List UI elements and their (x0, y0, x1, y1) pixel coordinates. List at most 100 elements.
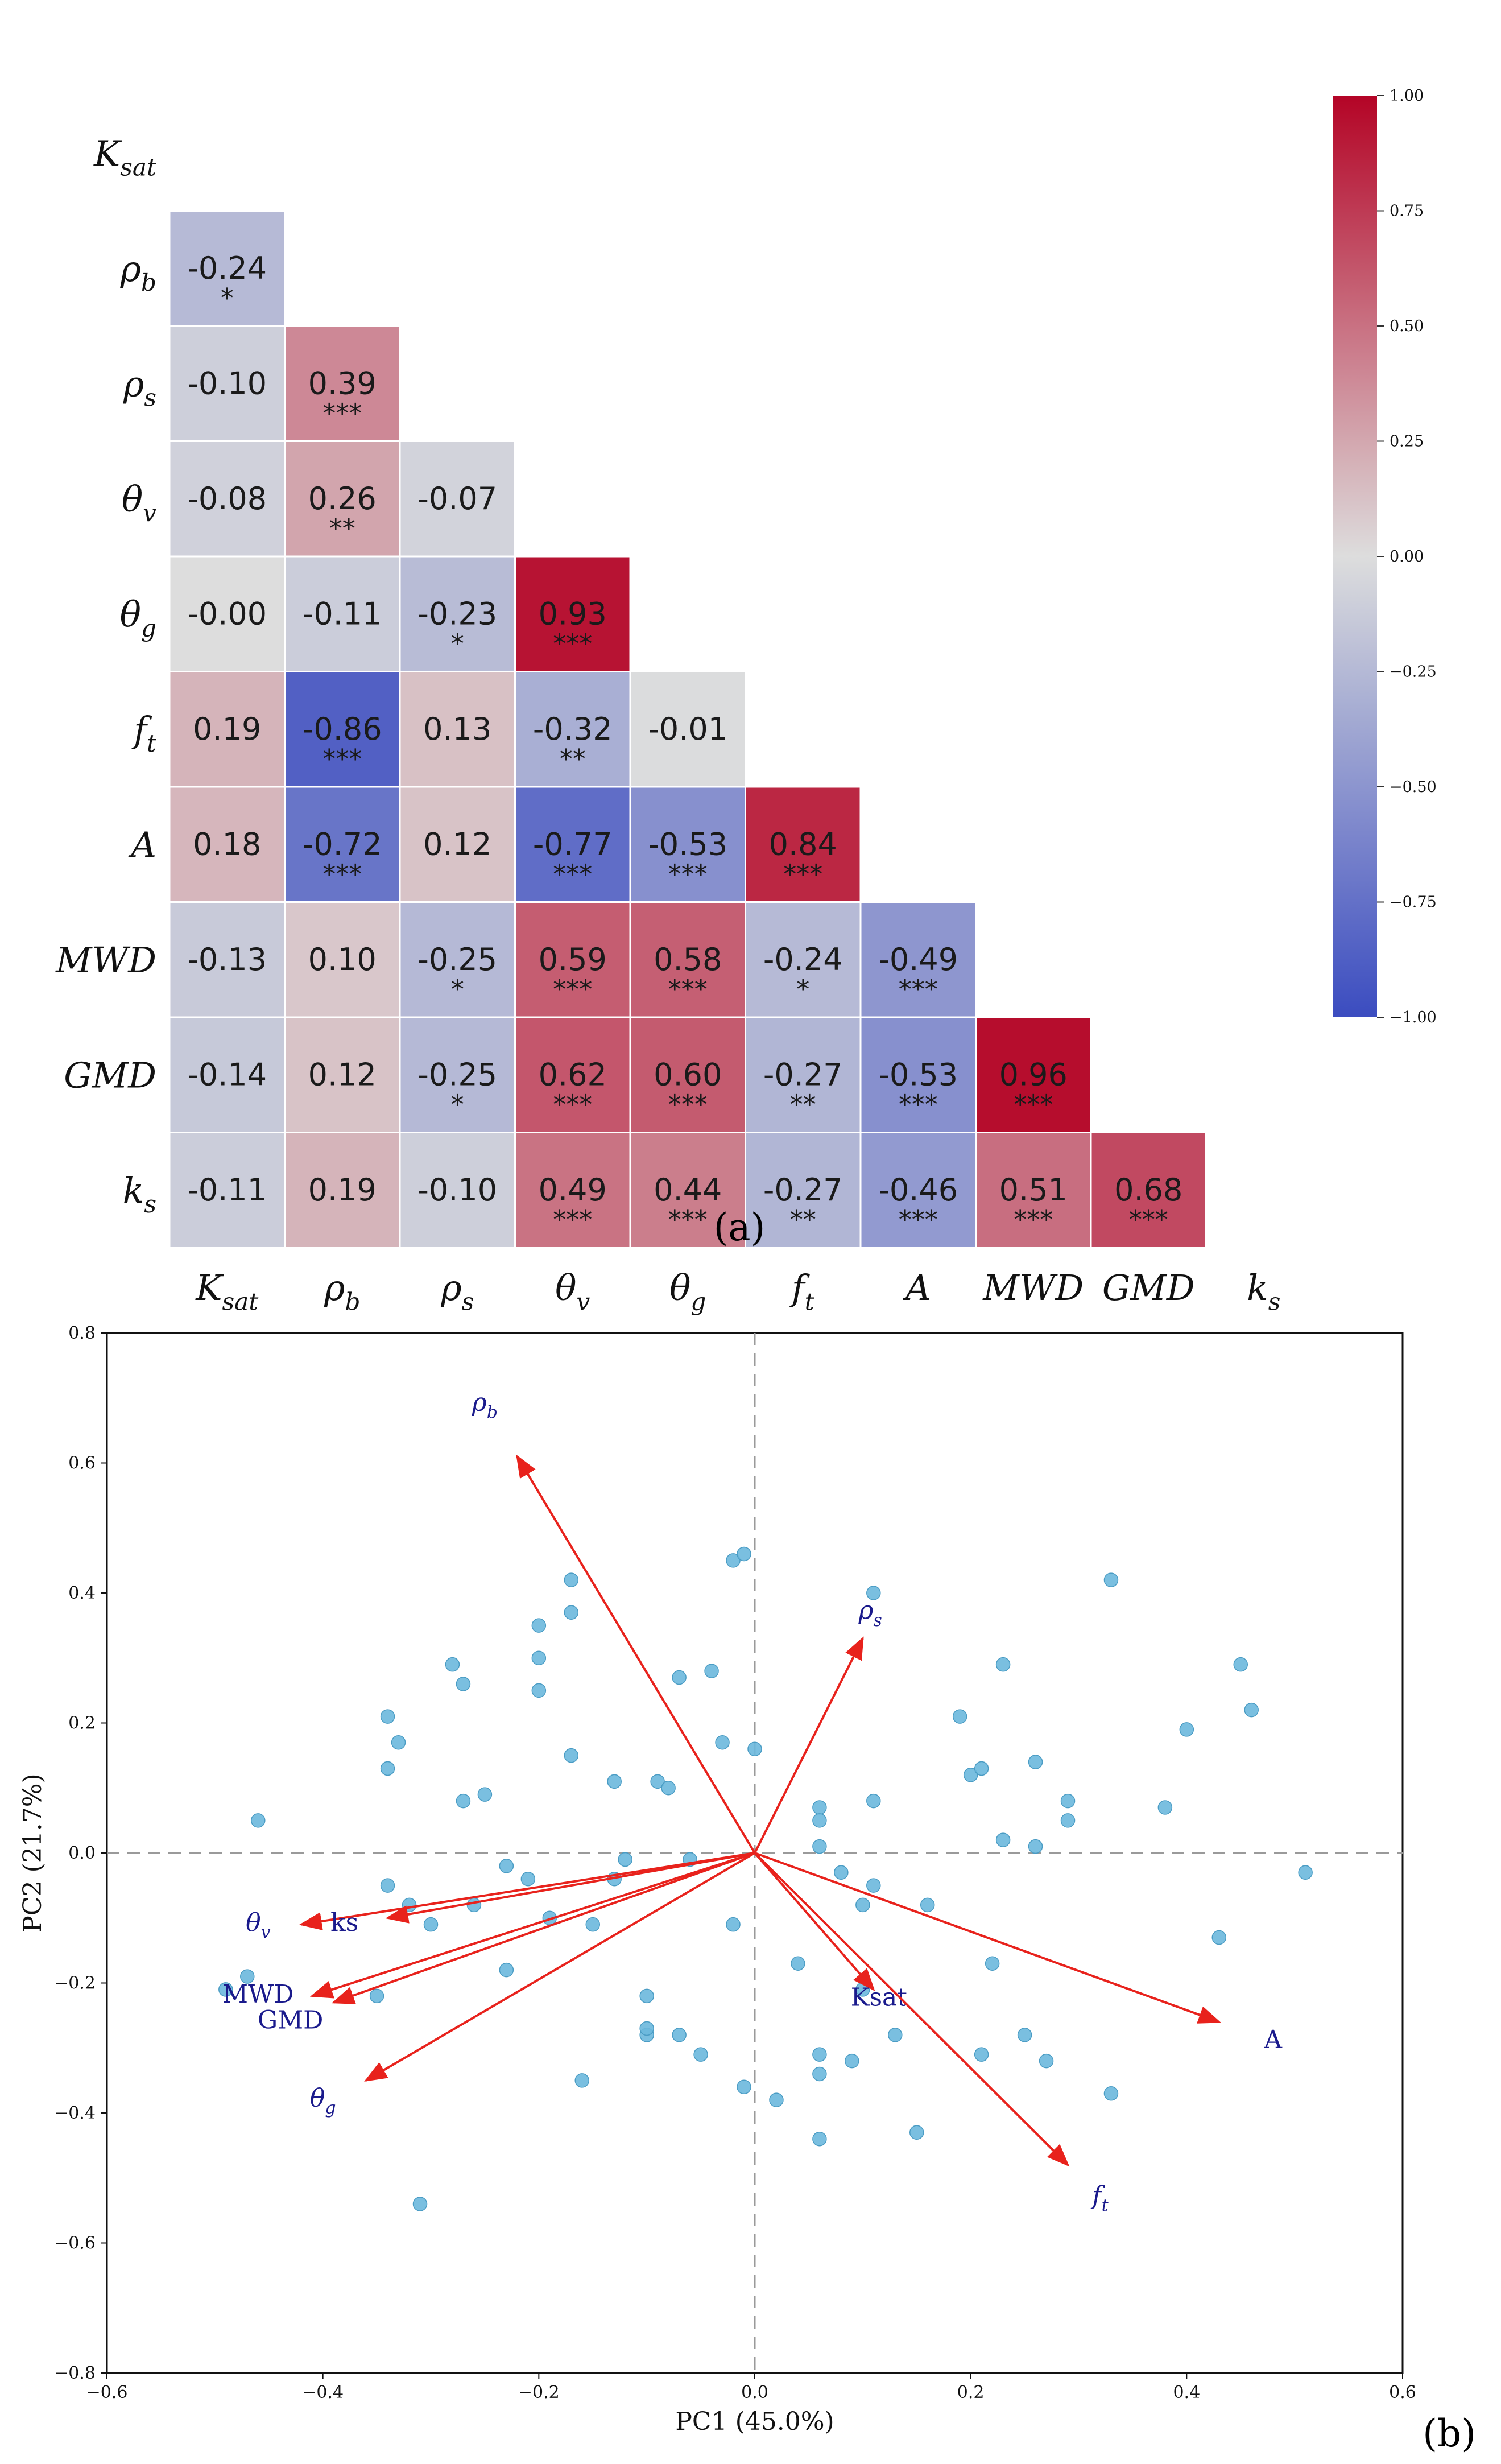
cell-value-9-4: 0.44 (654, 1172, 722, 1208)
colorbar-tick-label-3: 0.25 (1390, 433, 1424, 451)
heatmap-cell-6-2 (399, 786, 516, 903)
cell-value-8-4: 0.60 (654, 1056, 722, 1092)
cell-value-7-5: -0.24 (763, 942, 843, 977)
scatter-point-33 (639, 2021, 654, 2036)
y-tick-label-7: −0.6 (54, 2234, 96, 2253)
cell-significance-4-3: *** (553, 628, 592, 659)
scatter-point-56 (845, 2053, 859, 2069)
loading-label-8: A (1263, 2025, 1283, 2054)
col-label-1: ρb (324, 1267, 360, 1315)
heatmap-cell-2-1 (284, 325, 401, 442)
row-label-4: θg (120, 593, 156, 642)
scatter-point-45 (737, 1546, 751, 1562)
pca-biplot: −0.6 −0.4 −0.2 0.0 0.2 0.4 0.6 0.8 0.6 0.4 0.2 0.0 −… (18, 1323, 1416, 2436)
heatmap-cell-5-4 (629, 671, 746, 788)
scatter-point-24 (564, 1605, 579, 1620)
scatter-point-40 (704, 1664, 719, 1678)
scatter-point-60 (866, 1586, 881, 1600)
scatter-point-30 (618, 1852, 632, 1867)
loading-arrow-5 (331, 1852, 755, 2004)
cell-significance-9-7: *** (1014, 1204, 1053, 1235)
heatmap-cell-4-1 (284, 555, 401, 672)
heatmap-cell-8-7 (975, 1016, 1092, 1133)
loading-arrow-3 (385, 1852, 755, 1924)
cell-significance-8-6: *** (899, 1089, 938, 1120)
scatter-point-37 (672, 1670, 687, 1685)
row-label-9: ks (123, 1170, 156, 1218)
scatter-point-7 (380, 1761, 395, 1776)
loading-label-3: ks (330, 1908, 358, 1937)
panel-label-a: (a) (714, 1206, 766, 1249)
cell-value-7-6: -0.49 (878, 942, 958, 977)
colorbar-tick-label-8: −1.00 (1390, 1009, 1437, 1026)
heatmap-cell-7-5 (745, 901, 862, 1018)
scatter-point-47 (769, 2092, 784, 2107)
scatter-point-63 (909, 2125, 924, 2140)
cell-significance-7-3: *** (553, 974, 592, 1005)
scatter-point-59 (866, 1878, 881, 1893)
cell-value-9-6: -0.46 (878, 1172, 958, 1208)
cell-value-8-3: 0.62 (539, 1056, 607, 1092)
cell-value-8-7: 0.96 (999, 1056, 1068, 1092)
scatter-point-50 (812, 1813, 827, 1828)
col-label-7: MWD (982, 1267, 1084, 1309)
cell-significance-2-1: *** (322, 398, 362, 428)
heatmap-cell-9-3 (514, 1132, 631, 1249)
scatter-point-72 (1017, 2028, 1032, 2042)
cell-value-4-2: -0.23 (417, 596, 497, 632)
scatter-point-20 (531, 1650, 547, 1665)
x-tick-label-0: −0.6 (86, 2383, 128, 2403)
scatter-point-66 (963, 1768, 978, 1782)
scatter-point-81 (1179, 1722, 1194, 1737)
cell-significance-8-4: *** (668, 1089, 708, 1120)
scatter-point-69 (985, 1956, 1000, 1971)
scatter-point-15 (477, 1787, 493, 1802)
scatter-point-12 (456, 1677, 471, 1691)
scatter-point-41 (715, 1735, 730, 1750)
cell-value-5-3: -0.32 (533, 711, 613, 747)
cell-value-6-0: 0.18 (193, 826, 261, 862)
heatmap-cell-6-4 (629, 786, 746, 903)
heatmap-cell-1-0 (168, 210, 286, 327)
x-axis-title: PC1 (45.0%) (675, 2407, 834, 2436)
y-axis-title: PC2 (21.7%) (18, 1773, 47, 1932)
scatter-point-48 (791, 1956, 805, 1971)
scatter-point-52 (812, 2131, 827, 2147)
scatter-point-34 (650, 1774, 665, 1789)
y-tick-label-3: 0.2 (68, 1714, 96, 1734)
scatter-point-5 (380, 1709, 395, 1724)
scatter-point-16 (499, 1859, 514, 1873)
y-tick-label-5: −0.2 (54, 1974, 96, 1994)
heatmap-cell-6-0 (168, 786, 286, 903)
scatter-point-75 (1039, 2053, 1054, 2069)
heatmap-cell-3-0 (168, 440, 286, 558)
colorbar-tick-label-2: 0.50 (1390, 317, 1424, 335)
scatter-point-29 (607, 1774, 622, 1789)
cell-value-1-0: -0.24 (187, 250, 267, 286)
scatter-point-9 (412, 2197, 428, 2211)
cell-value-7-4: 0.58 (654, 942, 722, 977)
scatter-point-77 (1060, 1813, 1076, 1828)
colorbar-tick-label-5: −0.25 (1390, 663, 1437, 681)
x-tick-label-2: −0.2 (518, 2383, 560, 2403)
x-tick-label-5: 0.4 (1173, 2383, 1200, 2403)
col-label-3: θv (555, 1267, 590, 1315)
cell-value-7-1: 0.10 (308, 942, 377, 977)
colorbar-tick-label-0: 1.00 (1390, 87, 1424, 105)
scatter-point-73 (1028, 1755, 1043, 1769)
scatter-point-26 (564, 1748, 579, 1763)
colorbar-tick-label-4: 0.00 (1390, 548, 1424, 566)
heatmap-cell-2-0 (168, 325, 286, 442)
cell-value-4-1: -0.11 (303, 596, 382, 632)
scatter-point-51 (812, 2066, 827, 2082)
scatter-point-17 (499, 1962, 514, 1978)
loading-arrow-2 (299, 1852, 755, 1930)
panel-label-b: (b) (1423, 2412, 1476, 2455)
heatmap-cell-9-4 (629, 1132, 746, 1249)
heatmap-cell-9-6 (859, 1132, 977, 1249)
loading-label-5: GMD (258, 2005, 323, 2034)
y-tick-label-6: −0.4 (54, 2103, 96, 2123)
cell-value-4-3: 0.93 (539, 596, 607, 632)
loading-arrow-8 (754, 1852, 1222, 2024)
heatmap-cell-4-3 (514, 555, 631, 672)
